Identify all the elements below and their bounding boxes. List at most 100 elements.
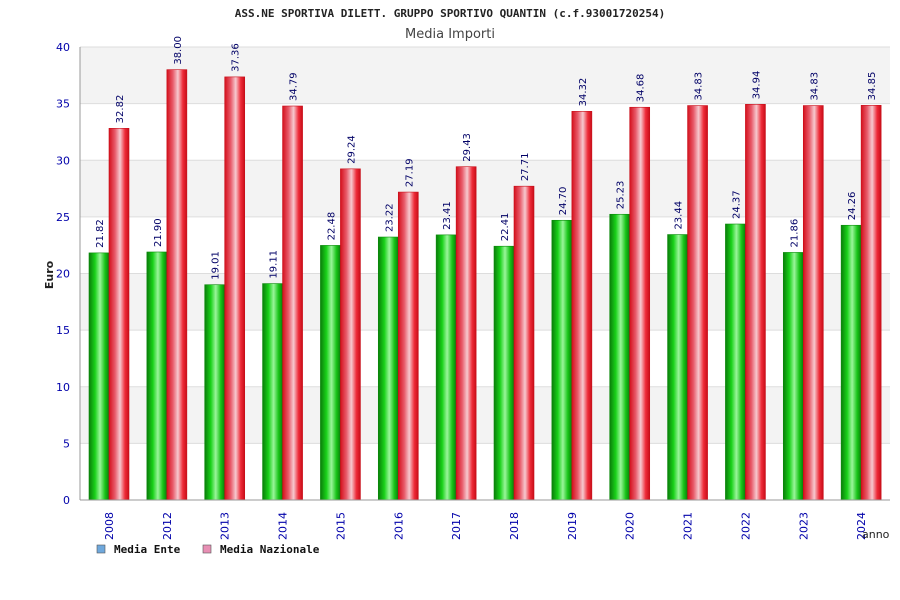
data-label-nazionale: 34.85 [867, 72, 878, 101]
plot-band [80, 330, 890, 387]
bar-nazionale [687, 105, 708, 501]
data-label-nazionale: 29.43 [462, 133, 473, 162]
plot-band [80, 103, 890, 161]
data-label-nazionale: 37.36 [231, 43, 242, 72]
bar-ente [146, 251, 168, 501]
bar-nazionale [224, 76, 246, 501]
y-tick-label: 20 [56, 268, 70, 281]
bar-nazionale [455, 166, 477, 501]
bar-ente [377, 236, 399, 501]
y-tick-label: 40 [56, 41, 70, 54]
bar-nazionale [571, 111, 593, 501]
plot-band [80, 47, 890, 104]
bar-nazionale [860, 105, 882, 501]
legend-label-ente: Media Ente [114, 543, 181, 556]
y-tick-label: 15 [56, 324, 70, 337]
bar-nazionale [166, 69, 188, 501]
chart-title: ASS.NE SPORTIVA DILETT. GRUPPO SPORTIVO … [235, 7, 665, 20]
data-label-ente: 21.90 [153, 218, 164, 247]
legend-swatch-nazionale [202, 544, 212, 554]
x-axis-label: anno [862, 528, 890, 541]
data-label-ente: 22.41 [500, 213, 511, 242]
data-label-ente: 23.22 [384, 203, 395, 232]
legend-label-nazionale: Media Nazionale [220, 543, 320, 556]
bar-ente [88, 252, 110, 501]
data-label-ente: 23.44 [674, 201, 685, 230]
data-label-nazionale: 27.71 [520, 153, 531, 182]
data-label-ente: 19.11 [269, 250, 280, 279]
data-label-ente: 24.70 [558, 187, 569, 216]
bar-nazionale [108, 128, 130, 501]
data-label-ente: 21.86 [789, 219, 800, 248]
y-tick-label: 25 [56, 211, 70, 224]
x-tick-label: 2014 [277, 512, 290, 540]
bar-nazionale [629, 106, 651, 501]
data-label-ente: 24.26 [847, 192, 858, 221]
data-label-nazionale: 27.19 [404, 158, 415, 187]
legend: Media Ente Media Nazionale [96, 543, 320, 556]
data-label-nazionale: 29.24 [346, 135, 357, 164]
y-tick-label: 0 [63, 494, 70, 507]
bar-nazionale [340, 168, 361, 501]
bars: 21.82 32.82 21.90 38.00 19.01 37.36 19.11 34.79… [88, 36, 882, 501]
y-tick-label: 35 [56, 98, 70, 111]
plot-band [80, 443, 890, 500]
data-label-nazionale: 34.32 [578, 78, 589, 107]
y-tick-label: 10 [56, 381, 70, 394]
data-label-ente: 24.37 [731, 190, 742, 219]
x-tick-label: 2008 [103, 512, 116, 540]
data-label-nazionale: 34.68 [636, 74, 647, 103]
bar-ente [320, 245, 341, 501]
bar-ente [493, 245, 515, 501]
x-tick-label: 2022 [739, 512, 752, 540]
bar-nazionale [513, 185, 535, 501]
x-tick-label: 2017 [450, 512, 463, 540]
x-tick-label: 2012 [161, 512, 174, 540]
data-label-ente: 21.82 [95, 219, 106, 248]
bar-ente [782, 252, 804, 501]
data-label-nazionale: 38.00 [173, 36, 184, 65]
bar-nazionale [802, 105, 824, 501]
y-axis: 0 5 10 15 20 25 30 35 40 [56, 41, 81, 507]
x-tick-label: 2020 [624, 512, 637, 540]
x-tick-label: 2016 [392, 512, 405, 540]
plot-band [80, 216, 890, 274]
data-label-nazionale: 34.83 [809, 72, 820, 101]
bar-ente [262, 283, 283, 501]
data-label-nazionale: 34.83 [694, 72, 705, 101]
x-tick-label: 2023 [797, 512, 810, 540]
x-tick-label: 2021 [682, 512, 695, 540]
y-tick-label: 30 [56, 154, 70, 167]
plot-band [80, 273, 890, 331]
bar-ente [435, 234, 457, 501]
x-tick-label: 2015 [334, 512, 347, 540]
chart-subtitle: Media Importi [405, 27, 495, 42]
data-label-nazionale: 34.79 [289, 72, 300, 101]
bar-ente [551, 219, 573, 501]
data-label-ente: 22.48 [326, 212, 337, 241]
y-tick-label: 5 [63, 437, 70, 450]
x-tick-label: 2013 [219, 512, 232, 540]
bar-nazionale [397, 191, 419, 501]
data-label-ente: 25.23 [616, 181, 627, 210]
data-label-ente: 23.41 [442, 201, 453, 230]
plot-band [80, 160, 890, 217]
x-tick-label: 2018 [508, 512, 521, 540]
x-axis: 2008 2012 2013 2014 2015 2016 2017 2018 2019 2020… [80, 499, 890, 540]
bar-ente [840, 224, 862, 501]
x-tick-label: 2019 [566, 512, 579, 540]
data-label-nazionale: 32.82 [115, 95, 126, 124]
bar-nazionale [745, 104, 766, 501]
y-axis-label: Euro [43, 260, 56, 289]
bar-ente [725, 223, 746, 501]
data-label-nazionale: 34.94 [751, 71, 762, 100]
bar-ente [204, 284, 226, 501]
plot-band [80, 386, 890, 444]
data-label-ente: 19.01 [211, 251, 222, 280]
bar-nazionale [282, 105, 303, 501]
bar-ente [667, 234, 688, 501]
plot-background [80, 46, 890, 501]
x-tick-label: 2024 [855, 512, 868, 540]
bar-ente [609, 213, 631, 501]
